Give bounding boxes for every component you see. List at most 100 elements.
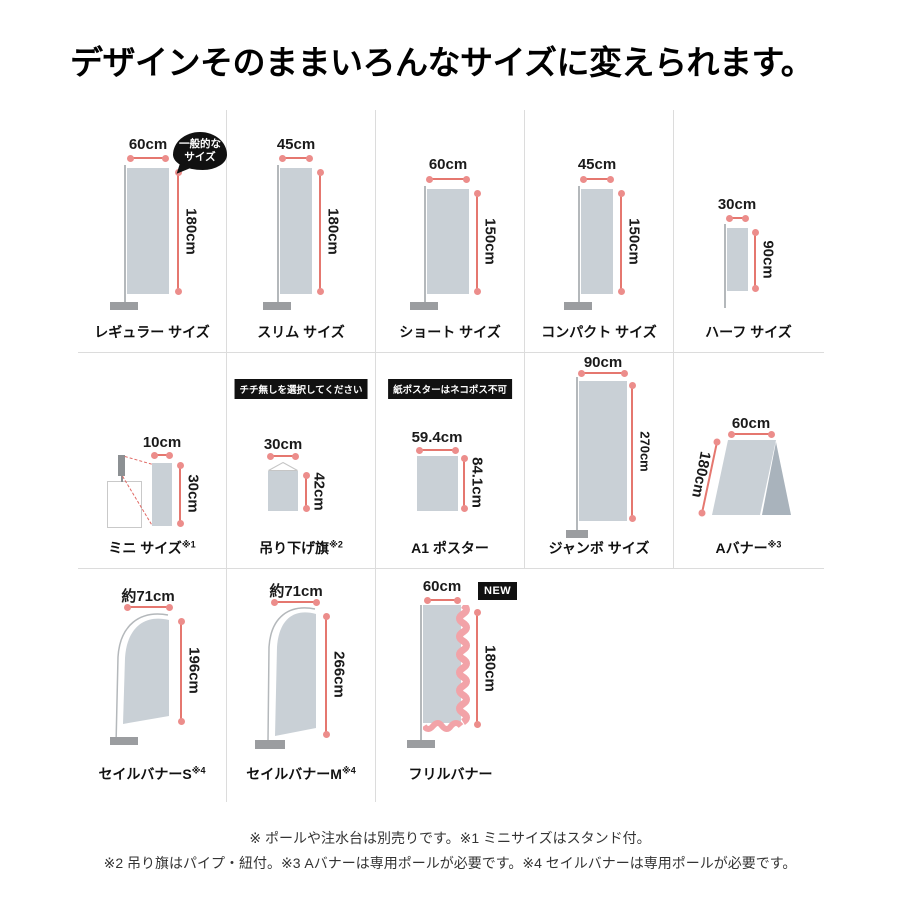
size-name: フリルバナー [408, 766, 493, 782]
width-arrow-icon [416, 446, 459, 454]
width-dimension-label: 約71cm [269, 583, 323, 600]
width-dimension-label: 60cm [128, 136, 168, 153]
pole [724, 224, 726, 308]
pole [277, 165, 279, 302]
stand-base [566, 530, 588, 538]
cell-a-banner: 60cm 180cm Aバナー※3 [674, 353, 823, 568]
height-dimension-label: 180cm [481, 645, 499, 692]
pole [576, 377, 578, 533]
width-arrow-icon [127, 154, 169, 162]
height-dimension-label: 180cm [324, 208, 342, 255]
size-name: ハーフ サイズ [705, 324, 792, 340]
size-caption: ハーフ サイズ [674, 322, 823, 342]
height-arrow-icon [751, 229, 759, 292]
height-dimension-label: 180cm [182, 208, 200, 255]
display-table-graphic [107, 481, 142, 528]
width-arrow-icon [726, 214, 749, 222]
size-caption: レギュラー サイズ [78, 322, 226, 342]
stand-base [255, 740, 285, 749]
size-caption: ミニ サイズ※1 [78, 538, 226, 558]
size-name: ジャンボ サイズ [548, 540, 650, 556]
stand-base [410, 302, 438, 310]
height-arrow-icon [473, 190, 481, 295]
height-dimension-label: 196cm [185, 647, 203, 694]
width-dimension-label: 60cm [422, 578, 462, 595]
stand-base [263, 302, 291, 310]
bubble-line: 一般的な [179, 138, 221, 150]
cell-frill-banner: 60cm NEW 180cm フリルバナー [376, 569, 525, 802]
empty-cell [674, 569, 823, 802]
banner-flag-graphic [127, 168, 169, 294]
mini-banner-graphic [118, 455, 125, 476]
cell-regular-size: 60cm 180cm 一般的な サイズ レギュラー サイズ [78, 110, 227, 352]
stand-base [110, 302, 138, 310]
size-caption: セイルバナーM※4 [227, 764, 375, 784]
size-name: ショート サイズ [399, 324, 501, 340]
cell-a1-poster: 紙ポスターはネコポス不可 59.4cm 84.1cm A1 ポスター [376, 353, 525, 568]
width-arrow-icon [580, 175, 614, 183]
size-name: セイルバナーM [246, 766, 342, 782]
footnote-ref: ※2 [329, 539, 343, 550]
width-arrow-icon [279, 154, 313, 162]
footnote-ref: ※4 [341, 765, 356, 776]
height-arrow-icon [473, 609, 481, 728]
footnote-ref: ※3 [767, 539, 782, 550]
size-grid-row-3: 約71cm 196cm セイルバナーS ※4 約71cm [78, 569, 824, 802]
height-arrow-icon [176, 462, 184, 527]
size-name: セイルバナーS [98, 766, 192, 782]
width-dimension-label: 30cm [263, 436, 303, 453]
height-dimension-label: 150cm [625, 218, 643, 265]
height-arrow-icon [322, 613, 330, 738]
height-dimension-label: 270cm [637, 431, 653, 472]
notice-badge: 紙ポスターはネコポス不可 [388, 379, 512, 399]
size-name: ミニ サイズ [108, 540, 182, 556]
banner-flag-graphic [280, 168, 312, 294]
height-dimension-label: 266cm [330, 651, 348, 698]
height-dimension-label: 84.1cm [468, 457, 486, 508]
pole [424, 186, 426, 302]
banner-flag-graphic [152, 463, 172, 526]
frill-banner-graphic [423, 605, 470, 732]
height-dimension-label: 30cm [184, 474, 202, 513]
width-dimension-label: 約71cm [121, 588, 175, 605]
width-arrow-icon [124, 603, 173, 611]
banner-flag-graphic [427, 189, 469, 294]
size-caption: Aバナー※3 [674, 538, 823, 558]
size-name: レギュラー サイズ [94, 324, 210, 340]
height-arrow-icon [628, 382, 636, 522]
width-dimension-label: 90cm [583, 354, 623, 371]
cell-slim-size: 45cm 180cm スリム サイズ [227, 110, 376, 352]
sail-banner-graphic [115, 613, 169, 746]
height-dimension-label: 90cm [759, 240, 777, 279]
bubble-line: サイズ [184, 151, 216, 163]
size-name: 吊り下げ旗 [259, 540, 330, 556]
page-title: デザインそのままいろんなサイズに変えられます。 [70, 44, 814, 81]
cell-jumbo-size: 90cm 270cm ジャンボ サイズ [525, 353, 674, 568]
size-grid: 60cm 180cm 一般的な サイズ レギュラー サイズ 45cm [78, 110, 824, 802]
size-name: Aバナー [715, 540, 768, 556]
pole [420, 605, 422, 741]
height-dimension-label: 150cm [481, 218, 499, 265]
zoom-callout-line [124, 456, 152, 465]
height-arrow-icon [302, 472, 310, 512]
pole [578, 186, 580, 302]
new-badge: NEW [478, 582, 518, 600]
banner-flag-graphic [268, 471, 298, 511]
hanger-triangle-graphic [268, 462, 298, 471]
stand-base [564, 302, 592, 310]
width-arrow-icon [271, 598, 320, 606]
width-dimension-label: 45cm [577, 156, 617, 173]
size-grid-row-1: 60cm 180cm 一般的な サイズ レギュラー サイズ 45cm [78, 110, 824, 353]
size-name: A1 ポスター [411, 540, 489, 556]
banner-flag-graphic [581, 189, 613, 294]
footnote-ref: ※1 [181, 539, 196, 550]
notice-badge: チチ無しを選択してください [234, 379, 368, 399]
width-arrow-icon [267, 452, 299, 460]
width-dimension-label: 45cm [276, 136, 316, 153]
size-caption: ジャンボ サイズ [525, 538, 673, 558]
stand-base [407, 740, 435, 748]
cell-compact-size: 45cm 150cm コンパクト サイズ [525, 110, 674, 352]
width-arrow-icon [151, 451, 173, 459]
cell-mini-size: 10cm 30cm ミニ サイズ※1 [78, 353, 227, 568]
size-caption: フリルバナー [376, 764, 525, 784]
